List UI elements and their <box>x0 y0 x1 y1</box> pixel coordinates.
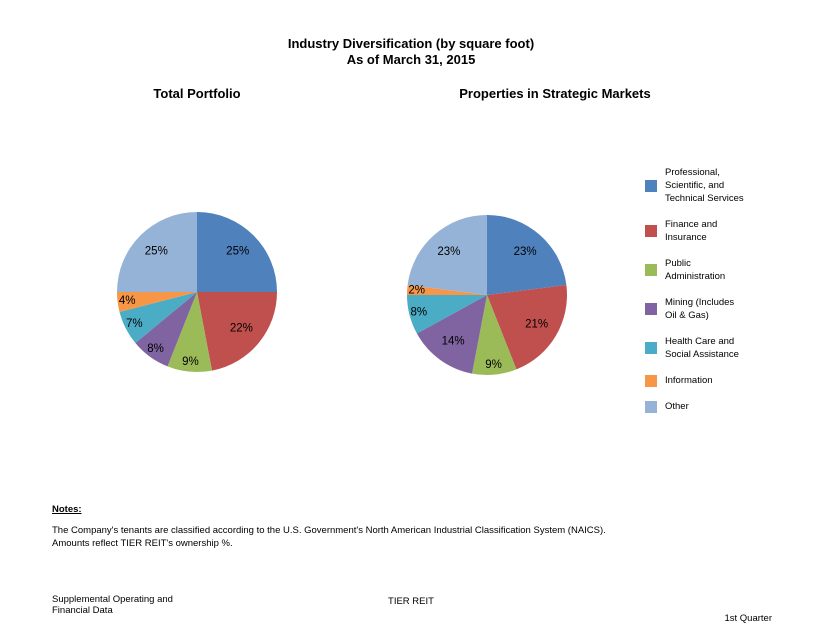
page-title-line1: Industry Diversification (by square foot… <box>287 36 535 51</box>
pie-slice-other <box>407 215 487 295</box>
legend-item-public-administration: Public Administration <box>645 257 785 283</box>
legend-item-professional-scientific-and-technical-services: Professional, Scientific, and Technical … <box>645 166 785 205</box>
legend-swatch-icon <box>645 179 657 192</box>
legend-label: Professional, Scientific, and Technical … <box>665 167 744 204</box>
pie-slice-finance-and-insurance <box>487 284 568 370</box>
pie-value-label: 25% <box>145 245 168 257</box>
pie-value-label: 8% <box>147 343 164 355</box>
footer-center: TIER REIT <box>388 596 434 607</box>
legend-item-other: Other <box>645 400 785 413</box>
pie-slice-information <box>407 284 487 295</box>
pie-slice-health-care-and-social-assistance <box>407 295 487 334</box>
pie-value-label: 22% <box>230 323 253 335</box>
pie-value-label: 2% <box>408 285 425 297</box>
pie-slice-information <box>117 292 197 312</box>
footer-right: 1st Quarter Page 16 <box>724 591 772 635</box>
legend-label: Information <box>665 375 713 386</box>
legend-label: Public Administration <box>665 258 726 282</box>
legend-swatch-icon <box>645 374 657 387</box>
legend-item-information: Information <box>645 374 785 387</box>
pie-value-label: 9% <box>182 356 199 368</box>
pie-value-label: 7% <box>126 318 143 330</box>
pie-slice-mining-includes-oil-gas <box>416 295 487 374</box>
footer-left-line1: Supplemental Operating and <box>52 594 173 605</box>
pie-value-label: 23% <box>514 246 537 258</box>
pie-value-label: 9% <box>485 359 502 371</box>
notes-line-2: Amounts reflect TIER REIT's ownership %. <box>52 538 233 549</box>
notes-section: Notes: The Company's tenants are classif… <box>52 503 672 550</box>
legend-label: Other <box>665 401 689 412</box>
legend-label: Health Care and Social Assistance <box>665 336 739 360</box>
legend-item-health-care-and-social-assistance: Health Care and Social Assistance <box>645 335 785 361</box>
notes-heading: Notes: <box>52 504 82 515</box>
legend-item-mining-includes-oil-gas: Mining (Includes Oil & Gas) <box>645 296 785 322</box>
pie-value-label: 8% <box>410 307 427 319</box>
pie-slice-public-administration <box>167 292 212 372</box>
legend-swatch-icon <box>645 264 657 276</box>
pie-value-label: 23% <box>437 246 460 258</box>
legend: Professional, Scientific, and Technical … <box>645 166 785 413</box>
pie-chart-strategic-markets: 23% 21% 9% 14% 8% 2% 23% <box>407 215 568 375</box>
pie-slice-public-administration <box>472 295 517 375</box>
footer-left: Supplemental Operating and Financial Dat… <box>52 594 173 616</box>
pie-slice-professional-scientific-and-technical-services <box>197 212 277 292</box>
pie-slice-health-care-and-social-assistance <box>119 292 197 343</box>
page-title-line2: As of March 31, 2015 <box>346 52 476 67</box>
page-title: Industry Diversification (by square foot… <box>0 36 822 68</box>
pie-slice-mining-includes-oil-gas <box>135 292 197 367</box>
pie-slice-professional-scientific-and-technical-services <box>487 215 567 295</box>
pie-value-label: 25% <box>226 245 249 257</box>
pie-chart-total-portfolio: 25% 22% 9% 8% 7% 4% 25% <box>117 212 277 372</box>
legend-swatch-icon <box>645 303 657 315</box>
pie-value-label: 4% <box>119 295 136 307</box>
pie-value-label: 14% <box>442 336 465 348</box>
legend-swatch-icon <box>645 400 657 413</box>
notes-line-1: The Company's tenants are classified acc… <box>52 525 606 536</box>
pie-slice-other <box>117 212 197 292</box>
chart-title-strategic-markets: Properties in Strategic Markets <box>459 86 651 101</box>
legend-label: Finance and Insurance <box>665 219 718 243</box>
pie-slice-finance-and-insurance <box>197 292 277 371</box>
legend-swatch-icon <box>645 225 657 237</box>
legend-item-finance-and-insurance: Finance and Insurance <box>645 218 785 244</box>
footer-left-line2: Financial Data <box>52 605 113 616</box>
legend-label: Mining (Includes Oil & Gas) <box>665 297 735 321</box>
footer-right-line1: 1st Quarter <box>724 613 772 624</box>
legend-swatch-icon <box>645 342 657 354</box>
pie-value-label: 21% <box>525 318 548 330</box>
chart-title-total-portfolio: Total Portfolio <box>153 86 241 101</box>
